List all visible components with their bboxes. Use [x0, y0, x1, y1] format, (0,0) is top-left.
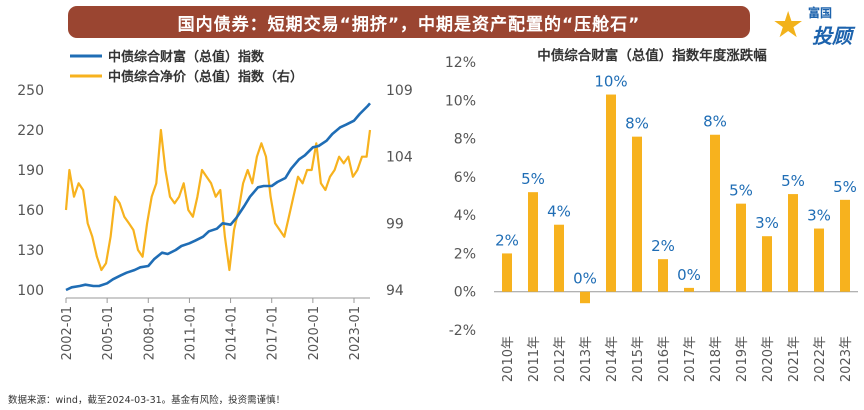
bar-x-tick-label: 2011年 — [527, 336, 542, 382]
y-left-tick-label: 250 — [17, 83, 44, 99]
bar-2019年 — [736, 203, 746, 292]
bar-data-label: 5% — [781, 172, 805, 190]
y-left-tick-label: 130 — [17, 243, 44, 259]
bar-data-label: 8% — [703, 113, 727, 131]
y-right-tick-label: 104 — [386, 150, 413, 166]
bar-data-label: 8% — [625, 115, 649, 133]
y-left-tick-label: 190 — [17, 163, 44, 179]
bar-2010年 — [502, 253, 512, 292]
bar-y-tick-label: 12% — [445, 55, 476, 71]
x-tick-label: 2008-01 — [142, 306, 157, 360]
star-icon: ★ — [772, 5, 805, 46]
bar-y-tick-label: 10% — [445, 93, 476, 109]
bar-x-tick-label: 2016年 — [657, 336, 672, 382]
bar-x-tick-label: 2015年 — [631, 336, 646, 382]
bar-2016年 — [658, 259, 668, 292]
bar-x-tick-label: 2010年 — [501, 336, 516, 382]
bar-y-tick-label: 8% — [454, 132, 476, 148]
bar-x-tick-label: 2022年 — [813, 336, 828, 382]
y-axis-left: 100 130 160 190 220 250 — [17, 83, 44, 299]
y-right-tick-label: 94 — [386, 283, 404, 299]
bar-y-axis: -2% 0% 2% 4% 6% 8% 10% 12% — [445, 55, 476, 339]
bar-2020年 — [762, 236, 772, 292]
bar-data-label: 3% — [755, 214, 779, 232]
bar-data-label: 10% — [594, 73, 627, 91]
x-tick-label: 2020-01 — [307, 306, 322, 360]
bar-2017年 — [684, 287, 694, 292]
bar-x-tick-label: 2021年 — [787, 336, 802, 382]
bar-data-label: 2% — [495, 231, 519, 249]
x-axis: 2002-01 2005-01 2008-01 2011-01 2014-01 2017-… — [60, 297, 370, 360]
bar-2012年 — [554, 224, 564, 292]
logo-text-top: 富国 — [808, 6, 833, 20]
bar-data-label: 2% — [651, 237, 675, 255]
bar-y-tick-label: 2% — [454, 246, 476, 262]
bar-x-axis: 2010年 2011年 2012年 2013年 2014年 2015年 2016年 2017年… — [494, 291, 858, 382]
y-left-tick-label: 160 — [17, 203, 44, 219]
x-tick-label: 2002-01 — [60, 306, 75, 360]
bar-x-tick-label: 2013年 — [579, 336, 594, 382]
page-title: 国内债券：短期交易“拥挤”，中期是资产配置的“压舱石” — [177, 14, 641, 35]
y-right-tick-label: 99 — [386, 216, 404, 232]
page-title-banner: 国内债券：短期交易“拥挤”，中期是资产配置的“压舱石” — [68, 6, 750, 38]
bar-x-tick-label: 2014年 — [605, 336, 620, 382]
bar-data-label: 3% — [807, 207, 831, 225]
bar-2018年 — [710, 134, 720, 292]
bar-data-label: 0% — [573, 270, 597, 288]
y-left-tick-label: 100 — [17, 283, 44, 299]
bar-chart-title: 中债综合财富（总值）指数年度涨跌幅 — [537, 47, 767, 64]
bar-x-tick-label: 2017年 — [683, 336, 698, 382]
bar-2013年 — [580, 291, 590, 304]
data-source-note: 数据来源：wind，截至2024-03-31。基金有风险，投资需谨慎！ — [8, 395, 286, 406]
brand-logo: ★ 富国 投顾 — [770, 2, 864, 48]
legend-label-1: 中债综合财富（总值）指数 — [108, 49, 265, 65]
y-axis-right: 94 99 104 109 — [386, 83, 413, 299]
bar-series — [502, 94, 850, 304]
bar-2023年 — [840, 199, 850, 292]
bar-x-tick-label: 2012年 — [553, 336, 568, 382]
bar-data-label: 5% — [833, 178, 857, 196]
bar-2015年 — [632, 136, 642, 292]
series-line-wealth-index — [65, 102, 371, 292]
bar-x-tick-label: 2020年 — [761, 336, 776, 382]
bar-x-tick-label: 2019年 — [735, 336, 750, 382]
x-tick-label: 2005-01 — [101, 306, 116, 360]
bar-y-tick-label: -2% — [449, 323, 476, 339]
x-tick-label: 2011-01 — [183, 306, 198, 360]
bar-data-labels: 2%5%4%0%10%8%2%0%8%5%3%5%3%5% — [495, 73, 857, 288]
y-left-tick-label: 220 — [17, 123, 44, 139]
bar-2011年 — [528, 192, 538, 292]
line-series — [64, 102, 372, 292]
bar-y-tick-label: 6% — [454, 170, 476, 186]
x-tick-label: 2023-01 — [348, 306, 363, 360]
bar-data-label: 5% — [729, 182, 753, 200]
bar-data-label: 4% — [547, 203, 571, 221]
x-tick-label: 2014-01 — [225, 306, 240, 360]
bar-y-tick-label: 4% — [454, 208, 476, 224]
bar-y-tick-label: 0% — [454, 285, 476, 301]
logo-text-bottom: 投顾 — [812, 24, 852, 48]
series-line-net-price-index — [64, 128, 372, 272]
bar-2022年 — [814, 228, 824, 292]
bar-x-tick-label: 2023年 — [839, 336, 854, 382]
bar-data-label: 0% — [677, 266, 701, 284]
bar-2021年 — [788, 194, 798, 292]
bar-x-tick-label: 2018年 — [709, 336, 724, 382]
bar-chart: 中债综合财富（总值）指数年度涨跌幅 -2%0%2%4%6%8%10%12% 20… — [445, 47, 858, 382]
bar-2014年 — [606, 94, 616, 292]
x-tick-label: 2017-01 — [266, 306, 281, 360]
bar-data-label: 5% — [521, 170, 545, 188]
legend-label-2: 中债综合净价（总值）指数（右） — [108, 69, 303, 85]
y-right-tick-label: 109 — [386, 83, 413, 99]
